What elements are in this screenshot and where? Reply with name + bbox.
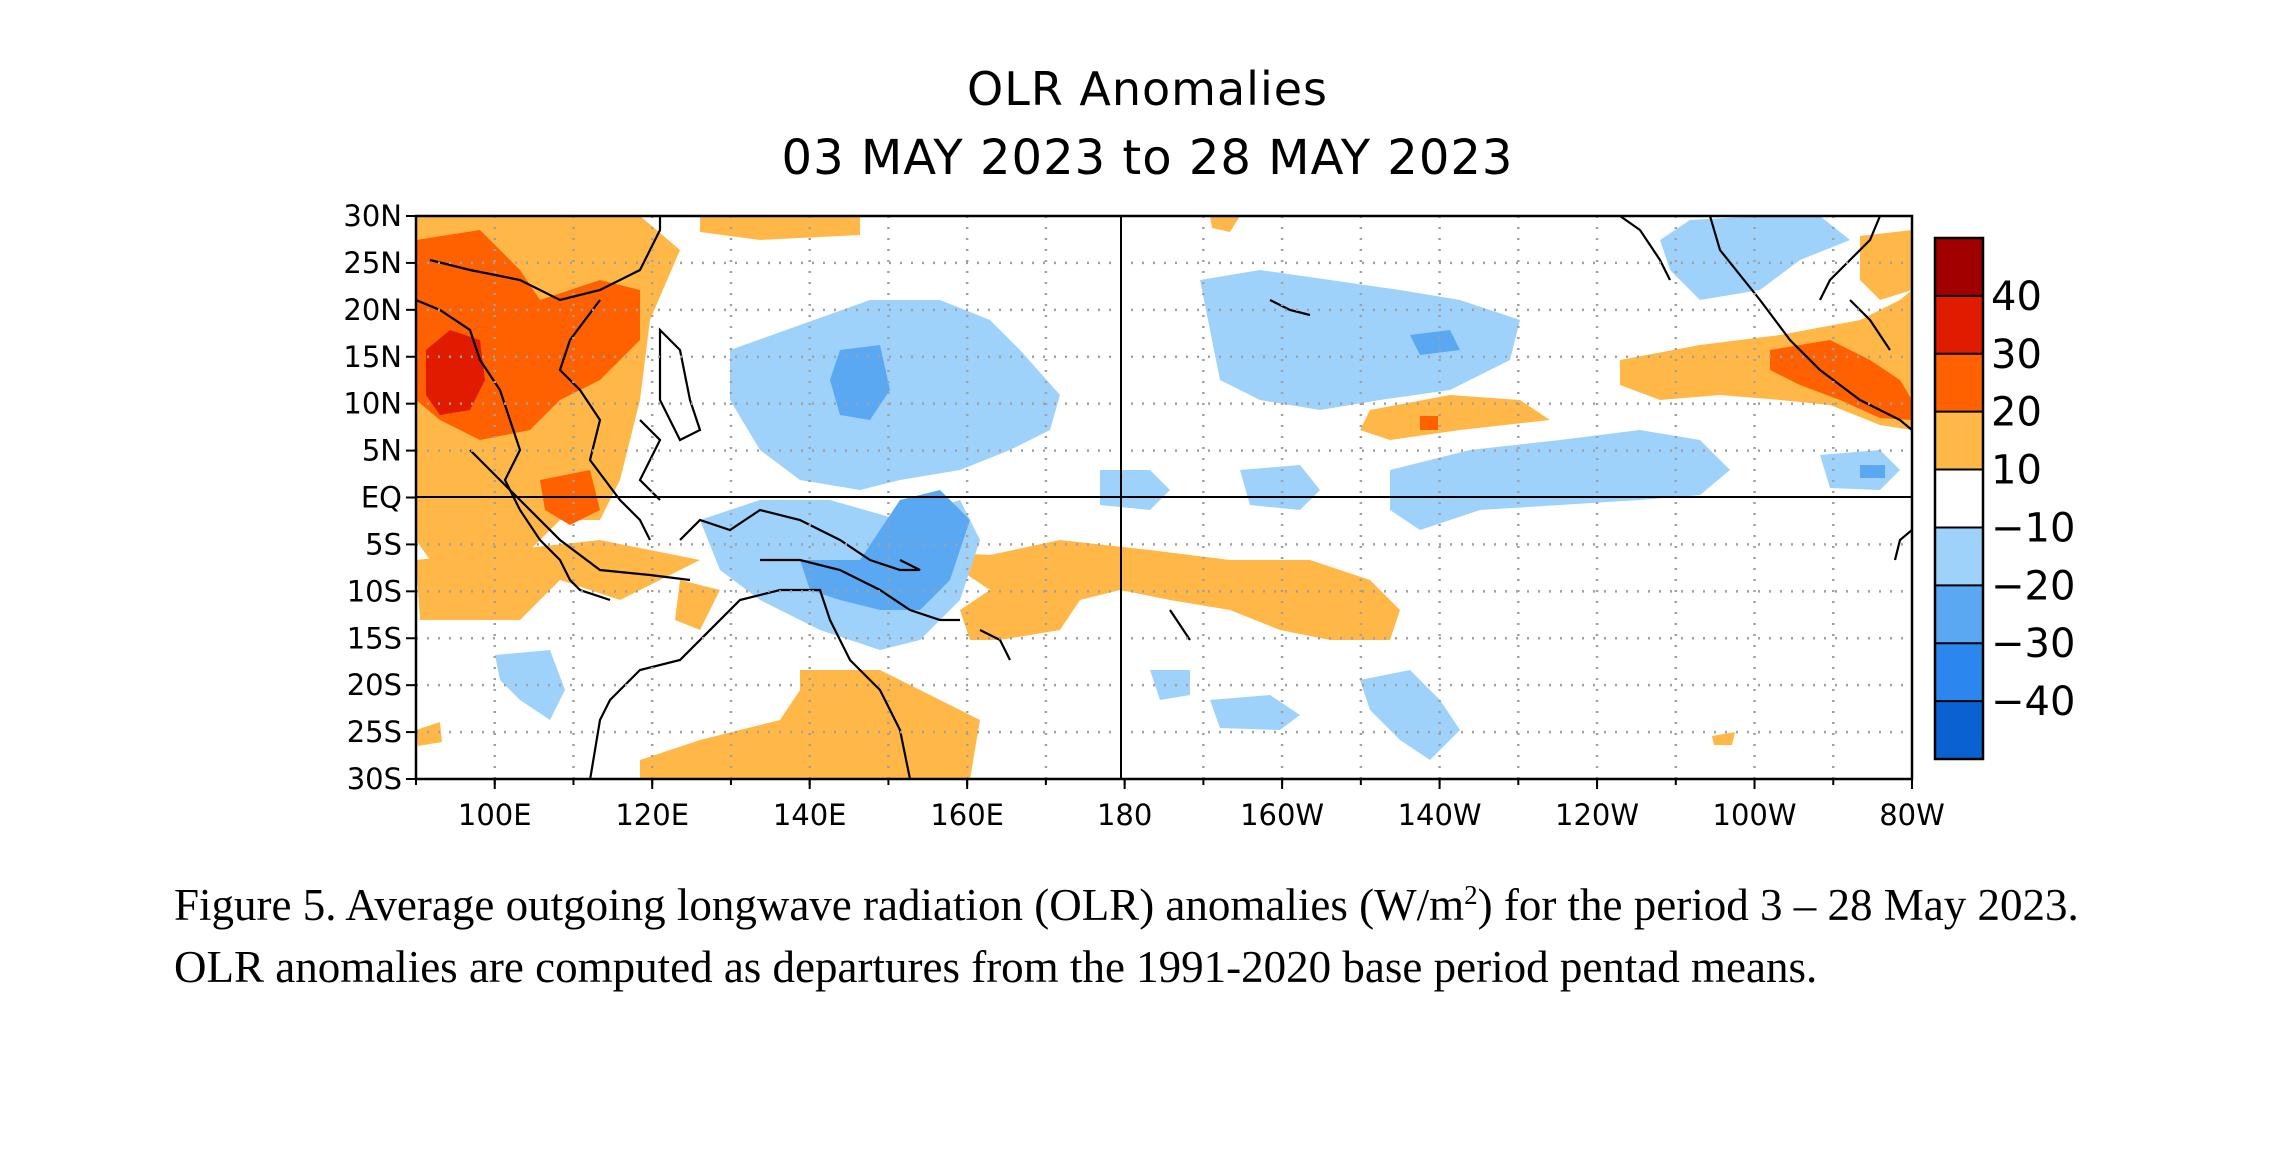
lat-tick-label: 15S: [347, 621, 402, 655]
lon-tick-label: 80W: [1879, 798, 1945, 832]
colorbar-segment: [1935, 585, 1983, 644]
negative-anomaly-region: [495, 650, 565, 720]
lon-tick-label: 160E: [930, 798, 1004, 832]
negative-anomaly-region: [1360, 670, 1460, 760]
colorbar-segment: [1935, 469, 1983, 528]
negative-anomaly-region: [1210, 695, 1300, 730]
negative-anomaly-region: [1150, 670, 1190, 700]
negative-anomaly-region: [830, 345, 890, 420]
figure-caption: Figure 5. Average outgoing longwave radi…: [174, 874, 2174, 998]
strong-positive-anomaly-region: [1420, 416, 1438, 430]
lat-tick-label: 30N: [343, 199, 402, 233]
map-title: OLR Anomalies: [966, 62, 1328, 116]
lon-tick-label: 120W: [1555, 798, 1639, 832]
coastlines: [416, 216, 1912, 779]
positive-anomaly-region: [1712, 732, 1735, 745]
positive-anomaly-region: [675, 580, 720, 630]
colorbar-label: −30: [1991, 621, 2075, 667]
lon-tick-label: 140W: [1398, 798, 1482, 832]
lon-tick-label: 180: [1097, 798, 1152, 832]
map-axes: 30N 25N 20N 15N 10N 5N EQ 5S 10S 15S 20S 25S 30S 100E…: [343, 199, 1944, 832]
lon-tick-label: 160W: [1240, 798, 1324, 832]
map-date-range: 03 MAY 2023 to 28 MAY 2023: [781, 130, 1514, 186]
colorbar-label: 20: [1991, 390, 2042, 436]
colorbar-frame: [1933, 236, 1985, 761]
colorbar: 40 30 20 10 −10 −20 −30 −40: [1933, 236, 2075, 761]
negative-anomaly-region: [1410, 330, 1460, 355]
lat-tick-label: 30S: [347, 762, 402, 796]
lat-tick-label: 5S: [365, 527, 402, 561]
negative-anomaly-region: [1390, 430, 1730, 530]
caption-superscript: 2: [1464, 880, 1478, 910]
colorbar-segment: [1935, 527, 1983, 586]
positive-anomaly-region: [1860, 230, 1912, 300]
lon-tick-label: 100W: [1713, 798, 1797, 832]
negative-anomaly-region: [1240, 465, 1320, 510]
negative-anomaly-region: [730, 300, 1060, 490]
anomaly-fields: [416, 216, 1912, 779]
positive-anomaly-region: [1770, 340, 1912, 420]
lat-tick-label: 25N: [343, 246, 402, 280]
positive-anomaly-region: [416, 722, 442, 746]
colorbar-label: 30: [1991, 332, 2042, 378]
strong-positive-anomaly-region: [426, 330, 485, 415]
negative-anomaly-region: [1200, 270, 1520, 410]
lon-tick-label: 120E: [615, 798, 689, 832]
negative-anomaly-region: [800, 490, 970, 610]
positive-anomaly-region: [1210, 216, 1240, 232]
lat-tick-label: 15N: [343, 340, 402, 374]
positive-anomaly-region: [1360, 395, 1550, 440]
colorbar-label: −10: [1991, 505, 2075, 551]
colorbar-label: −40: [1991, 679, 2075, 725]
colorbar-segment: [1935, 701, 1983, 759]
colorbar-segment: [1935, 295, 1983, 354]
lat-tick-label: 20N: [343, 293, 402, 327]
colorbar-segment: [1935, 411, 1983, 470]
colorbar-label: 10: [1991, 448, 2042, 494]
negative-anomaly-region: [1860, 465, 1885, 478]
lon-tick-label: 140E: [773, 798, 847, 832]
lat-tick-label: EQ: [361, 481, 402, 515]
map-grid: [416, 216, 1912, 779]
lat-tick-label: 20S: [347, 668, 402, 702]
lat-tick-label: 10S: [347, 574, 402, 608]
caption-text-start: Figure 5. Average outgoing longwave radi…: [174, 880, 1465, 930]
colorbar-segment: [1935, 238, 1983, 296]
positive-anomaly-region: [700, 216, 860, 240]
colorbar-segment: [1935, 643, 1983, 702]
lat-tick-label: 10N: [343, 387, 402, 421]
negative-anomaly-region: [1100, 470, 1170, 510]
colorbar-label: −20: [1991, 563, 2075, 609]
lat-tick-label: 25S: [347, 715, 402, 749]
lat-tick-label: 5N: [362, 434, 402, 468]
colorbar-label: 40: [1991, 274, 2042, 320]
negative-anomaly-region: [1660, 216, 1850, 300]
positive-anomaly-region: [640, 670, 980, 779]
lon-tick-label: 100E: [458, 798, 532, 832]
positive-anomaly-region: [416, 540, 700, 620]
caption-text-end: ) for the period 3 – 28 May 2023. OLR an…: [174, 880, 2079, 992]
colorbar-segment: [1935, 353, 1983, 412]
